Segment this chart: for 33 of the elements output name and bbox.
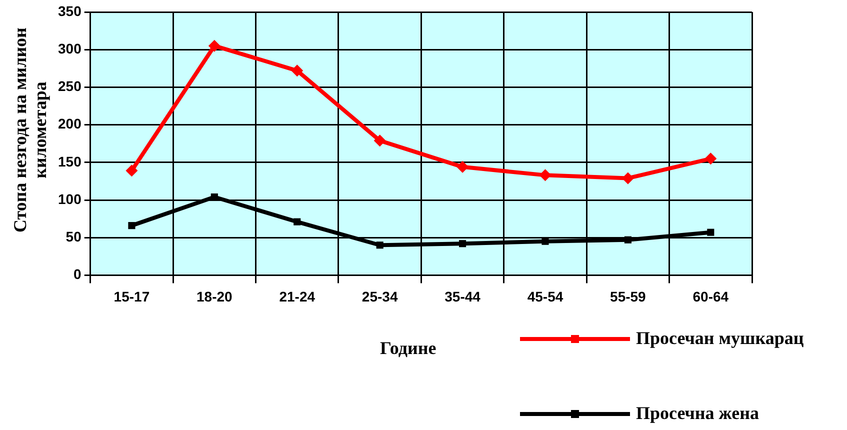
point — [126, 164, 138, 177]
y-tick-label: 250 — [58, 78, 82, 94]
point — [208, 40, 220, 52]
y-tick-label: 50 — [66, 228, 82, 244]
point — [456, 160, 469, 173]
y-tick-label: 150 — [58, 153, 82, 170]
point — [294, 218, 301, 226]
y-axis-title: Стопа незгода на милион километара — [10, 26, 50, 234]
x-tick-label: 21-24 — [279, 288, 316, 304]
x-tick-label: 35-44 — [444, 288, 481, 304]
point — [542, 238, 549, 245]
y-tick-label: 200 — [58, 116, 82, 132]
x-tick-label: 45-54 — [527, 288, 564, 304]
x-tick-label: 15-17 — [114, 288, 150, 304]
y-tick-label: 350 — [58, 2, 82, 19]
x-axis-title: Године — [380, 338, 436, 359]
point — [624, 236, 632, 244]
point — [291, 64, 304, 77]
y-tick-label: 300 — [58, 40, 82, 56]
y-tick-label: 100 — [58, 190, 82, 207]
point — [704, 152, 717, 165]
x-tick-label: 55-59 — [610, 288, 646, 304]
legend-label: Просечна жена — [636, 403, 759, 424]
point — [374, 134, 386, 147]
point — [458, 240, 466, 248]
point — [376, 242, 384, 249]
x-tick-label: 60-64 — [692, 288, 729, 304]
legend-label: Просечан мушкарац — [636, 328, 804, 349]
y-tick-label: 0 — [74, 266, 82, 282]
point — [707, 228, 714, 236]
x-tick-label: 18-20 — [196, 288, 233, 304]
x-tick-label: 25-34 — [362, 288, 398, 304]
point — [128, 222, 136, 230]
